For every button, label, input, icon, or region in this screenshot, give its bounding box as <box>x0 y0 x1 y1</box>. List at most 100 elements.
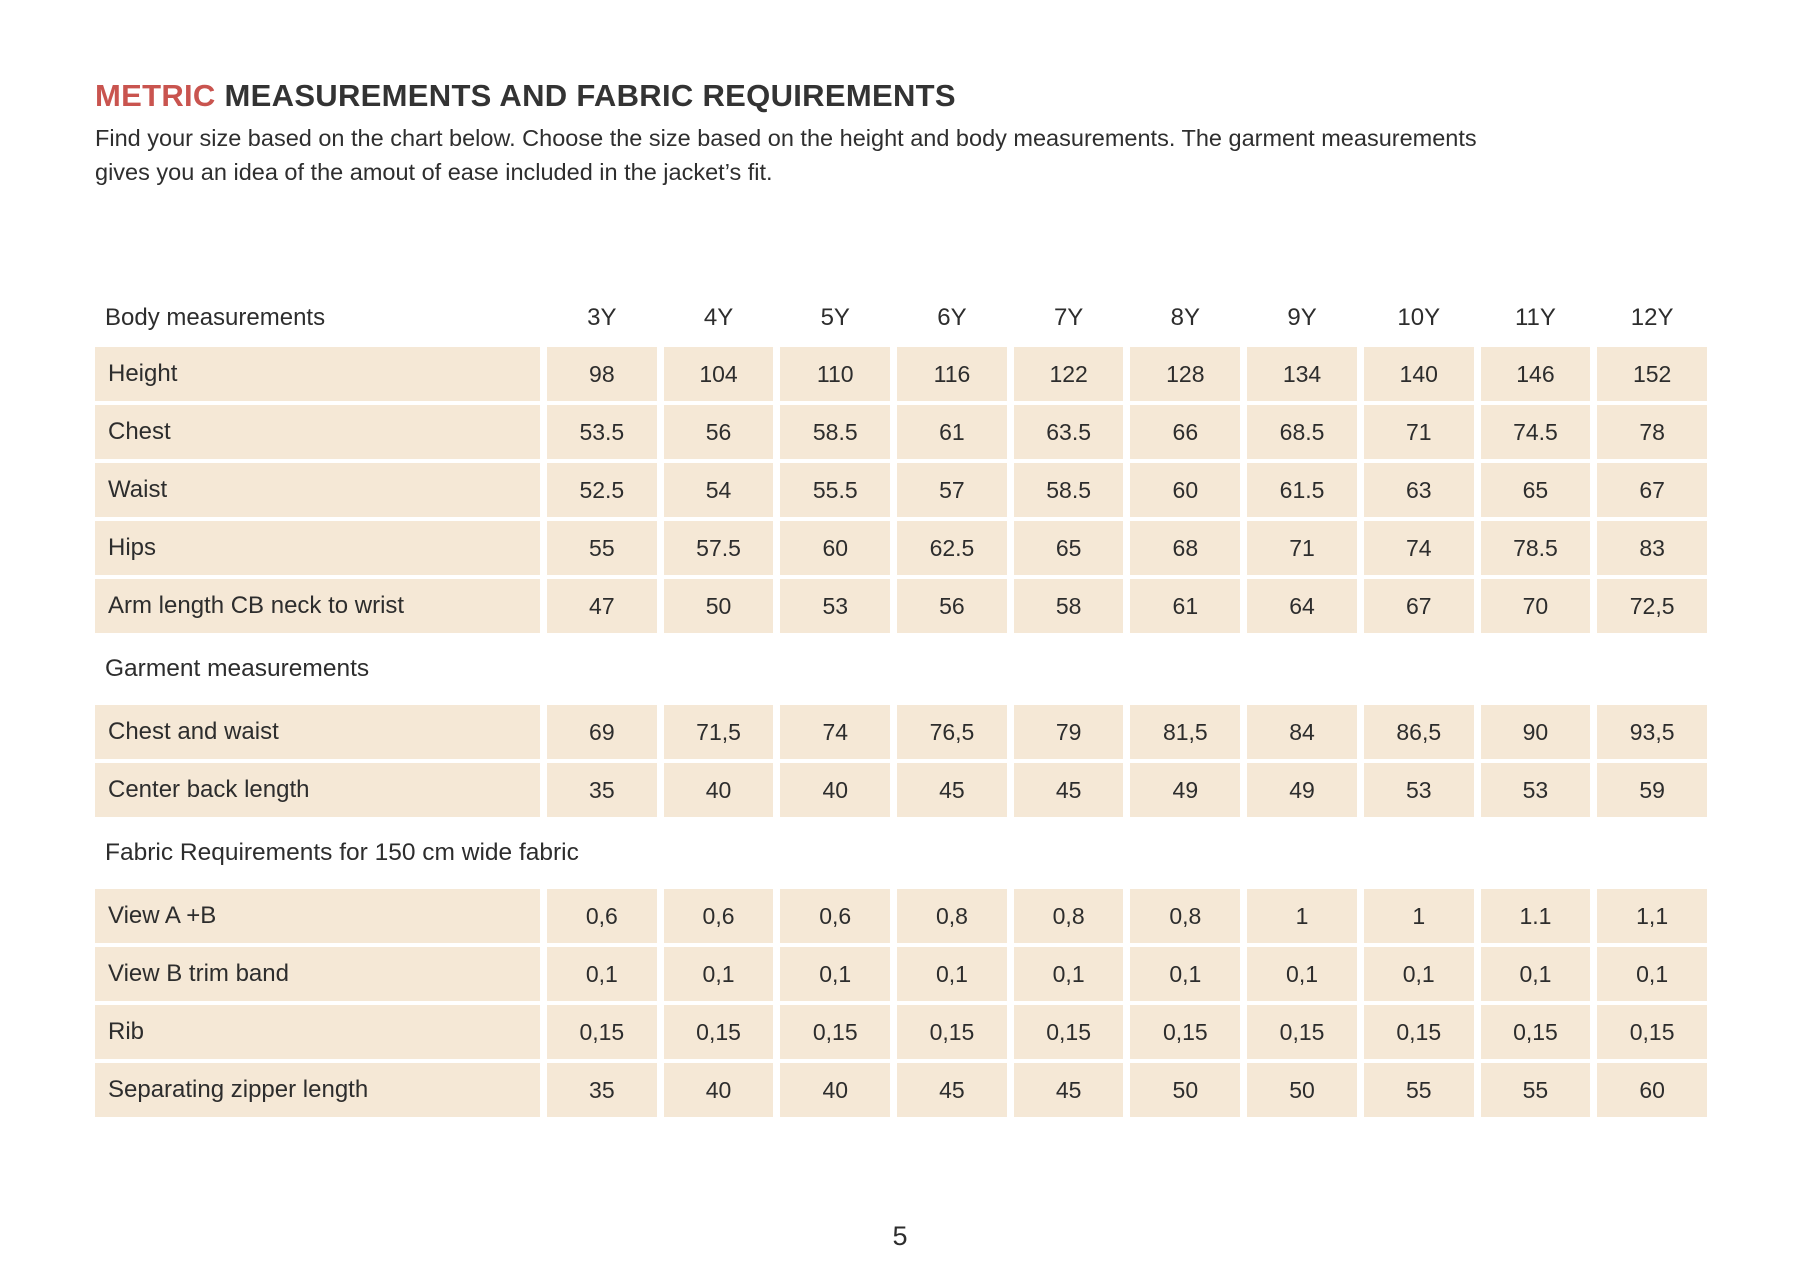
value-cell: 72,5 <box>1597 579 1707 633</box>
row-label-cell: Arm length CB neck to wrist <box>95 579 540 633</box>
size-column-header: 11Y <box>1514 304 1556 331</box>
value-cell: 1 <box>1247 889 1357 943</box>
row-label-cell: View B trim band <box>95 947 540 1001</box>
row-label-cell: Chest and waist <box>95 705 540 759</box>
value-cell: 0,1 <box>547 947 657 1001</box>
value-cell: 53 <box>1363 763 1474 817</box>
size-column-header: 5Y <box>820 304 850 331</box>
value-cell: 69 <box>547 705 657 759</box>
value-cell: 60 <box>780 521 891 575</box>
value-cell: 90 <box>1480 705 1591 759</box>
value-cell: 78.5 <box>1480 521 1591 575</box>
value-cell: 0,15 <box>547 1005 657 1059</box>
value-cell: 0,15 <box>1247 1005 1357 1059</box>
section-header: Garment measurements <box>105 655 370 682</box>
value-cell: 83 <box>1597 521 1707 575</box>
value-cell: 140 <box>1363 347 1474 401</box>
value-cell: 53 <box>780 579 891 633</box>
value-cell: 1.1 <box>1480 889 1591 943</box>
value-cell: 1,1 <box>1597 889 1707 943</box>
value-cell: 0,6 <box>547 889 657 943</box>
size-column-header: 4Y <box>703 304 734 331</box>
size-column-header: 12Y <box>1630 304 1674 331</box>
value-cell: 62.5 <box>897 521 1007 575</box>
value-cell: 60 <box>1130 463 1241 517</box>
value-cell: 68 <box>1130 521 1241 575</box>
value-cell: 67 <box>1597 463 1707 517</box>
value-cell: 0,15 <box>1013 1005 1124 1059</box>
size-column-header: 9Y <box>1287 304 1317 331</box>
page-subtitle: Find your size based on the chart below.… <box>95 121 1707 189</box>
value-cell: 66 <box>1130 405 1241 459</box>
value-cell: 84 <box>1247 705 1357 759</box>
value-cell: 49 <box>1247 763 1357 817</box>
value-cell: 40 <box>780 763 891 817</box>
value-cell: 40 <box>663 1063 774 1117</box>
value-cell: 57 <box>897 463 1007 517</box>
value-cell: 0,8 <box>1130 889 1241 943</box>
value-cell: 40 <box>663 763 774 817</box>
value-cell: 45 <box>1013 1063 1124 1117</box>
subtitle-line-2: gives you an idea of the amout of ease i… <box>95 159 773 185</box>
value-cell: 110 <box>780 347 891 401</box>
size-column-header: 3Y <box>587 304 617 331</box>
value-cell: 146 <box>1480 347 1591 401</box>
value-cell: 0,15 <box>1480 1005 1591 1059</box>
size-column-header: 6Y <box>937 304 967 331</box>
value-cell: 45 <box>897 1063 1007 1117</box>
value-cell: 0,1 <box>1013 947 1124 1001</box>
value-cell: 47 <box>547 579 657 633</box>
value-cell: 57.5 <box>663 521 774 575</box>
value-cell: 64 <box>1247 579 1357 633</box>
value-cell: 78 <box>1597 405 1707 459</box>
value-cell: 45 <box>897 763 1007 817</box>
value-cell: 61 <box>897 405 1007 459</box>
value-cell: 50 <box>1130 1063 1241 1117</box>
value-cell: 65 <box>1013 521 1124 575</box>
value-cell: 128 <box>1130 347 1241 401</box>
page-title: METRIC MEASUREMENTS AND FABRIC REQUIREME… <box>95 78 1707 114</box>
page-title-rest: MEASUREMENTS AND FABRIC REQUIREMENTS <box>224 78 956 113</box>
value-cell: 74.5 <box>1480 405 1591 459</box>
size-column-header: 10Y <box>1397 304 1441 331</box>
column-header-body-measurements: Body measurements <box>105 304 326 331</box>
value-cell: 0,6 <box>780 889 891 943</box>
section-header: Fabric Requirements for 150 cm wide fabr… <box>105 839 579 866</box>
value-cell: 61 <box>1130 579 1241 633</box>
page-number: 5 <box>892 1221 908 1251</box>
value-cell: 71,5 <box>663 705 774 759</box>
row-label-cell: Chest <box>95 405 540 459</box>
value-cell: 0,15 <box>897 1005 1007 1059</box>
value-cell: 71 <box>1247 521 1357 575</box>
value-cell: 55 <box>547 521 657 575</box>
value-cell: 0,1 <box>897 947 1007 1001</box>
value-cell: 65 <box>1480 463 1591 517</box>
page-content: METRIC MEASUREMENTS AND FABRIC REQUIREME… <box>95 78 1707 1117</box>
value-cell: 0,15 <box>1597 1005 1707 1059</box>
value-cell: 0,1 <box>663 947 774 1001</box>
value-cell: 81,5 <box>1130 705 1241 759</box>
value-cell: 35 <box>547 1063 657 1117</box>
value-cell: 79 <box>1013 705 1124 759</box>
value-cell: 0,1 <box>1130 947 1241 1001</box>
value-cell: 55 <box>1480 1063 1591 1117</box>
value-cell: 0,1 <box>780 947 891 1001</box>
value-cell: 0,8 <box>1013 889 1124 943</box>
value-cell: 59 <box>1597 763 1707 817</box>
size-column-header: 8Y <box>1170 304 1201 331</box>
value-cell: 53.5 <box>547 405 657 459</box>
subtitle-line-1: Find your size based on the chart below.… <box>95 125 1477 151</box>
value-cell: 56 <box>663 405 774 459</box>
value-cell: 116 <box>897 347 1007 401</box>
row-label-cell: Hips <box>95 521 540 575</box>
value-cell: 122 <box>1013 347 1124 401</box>
size-column-header: 7Y <box>1053 304 1084 331</box>
value-cell: 71 <box>1363 405 1474 459</box>
value-cell: 53 <box>1480 763 1591 817</box>
value-cell: 74 <box>780 705 891 759</box>
value-cell: 56 <box>897 579 1007 633</box>
value-cell: 50 <box>1247 1063 1357 1117</box>
value-cell: 60 <box>1597 1063 1707 1117</box>
value-cell: 0,1 <box>1247 947 1357 1001</box>
value-cell: 0,15 <box>780 1005 891 1059</box>
